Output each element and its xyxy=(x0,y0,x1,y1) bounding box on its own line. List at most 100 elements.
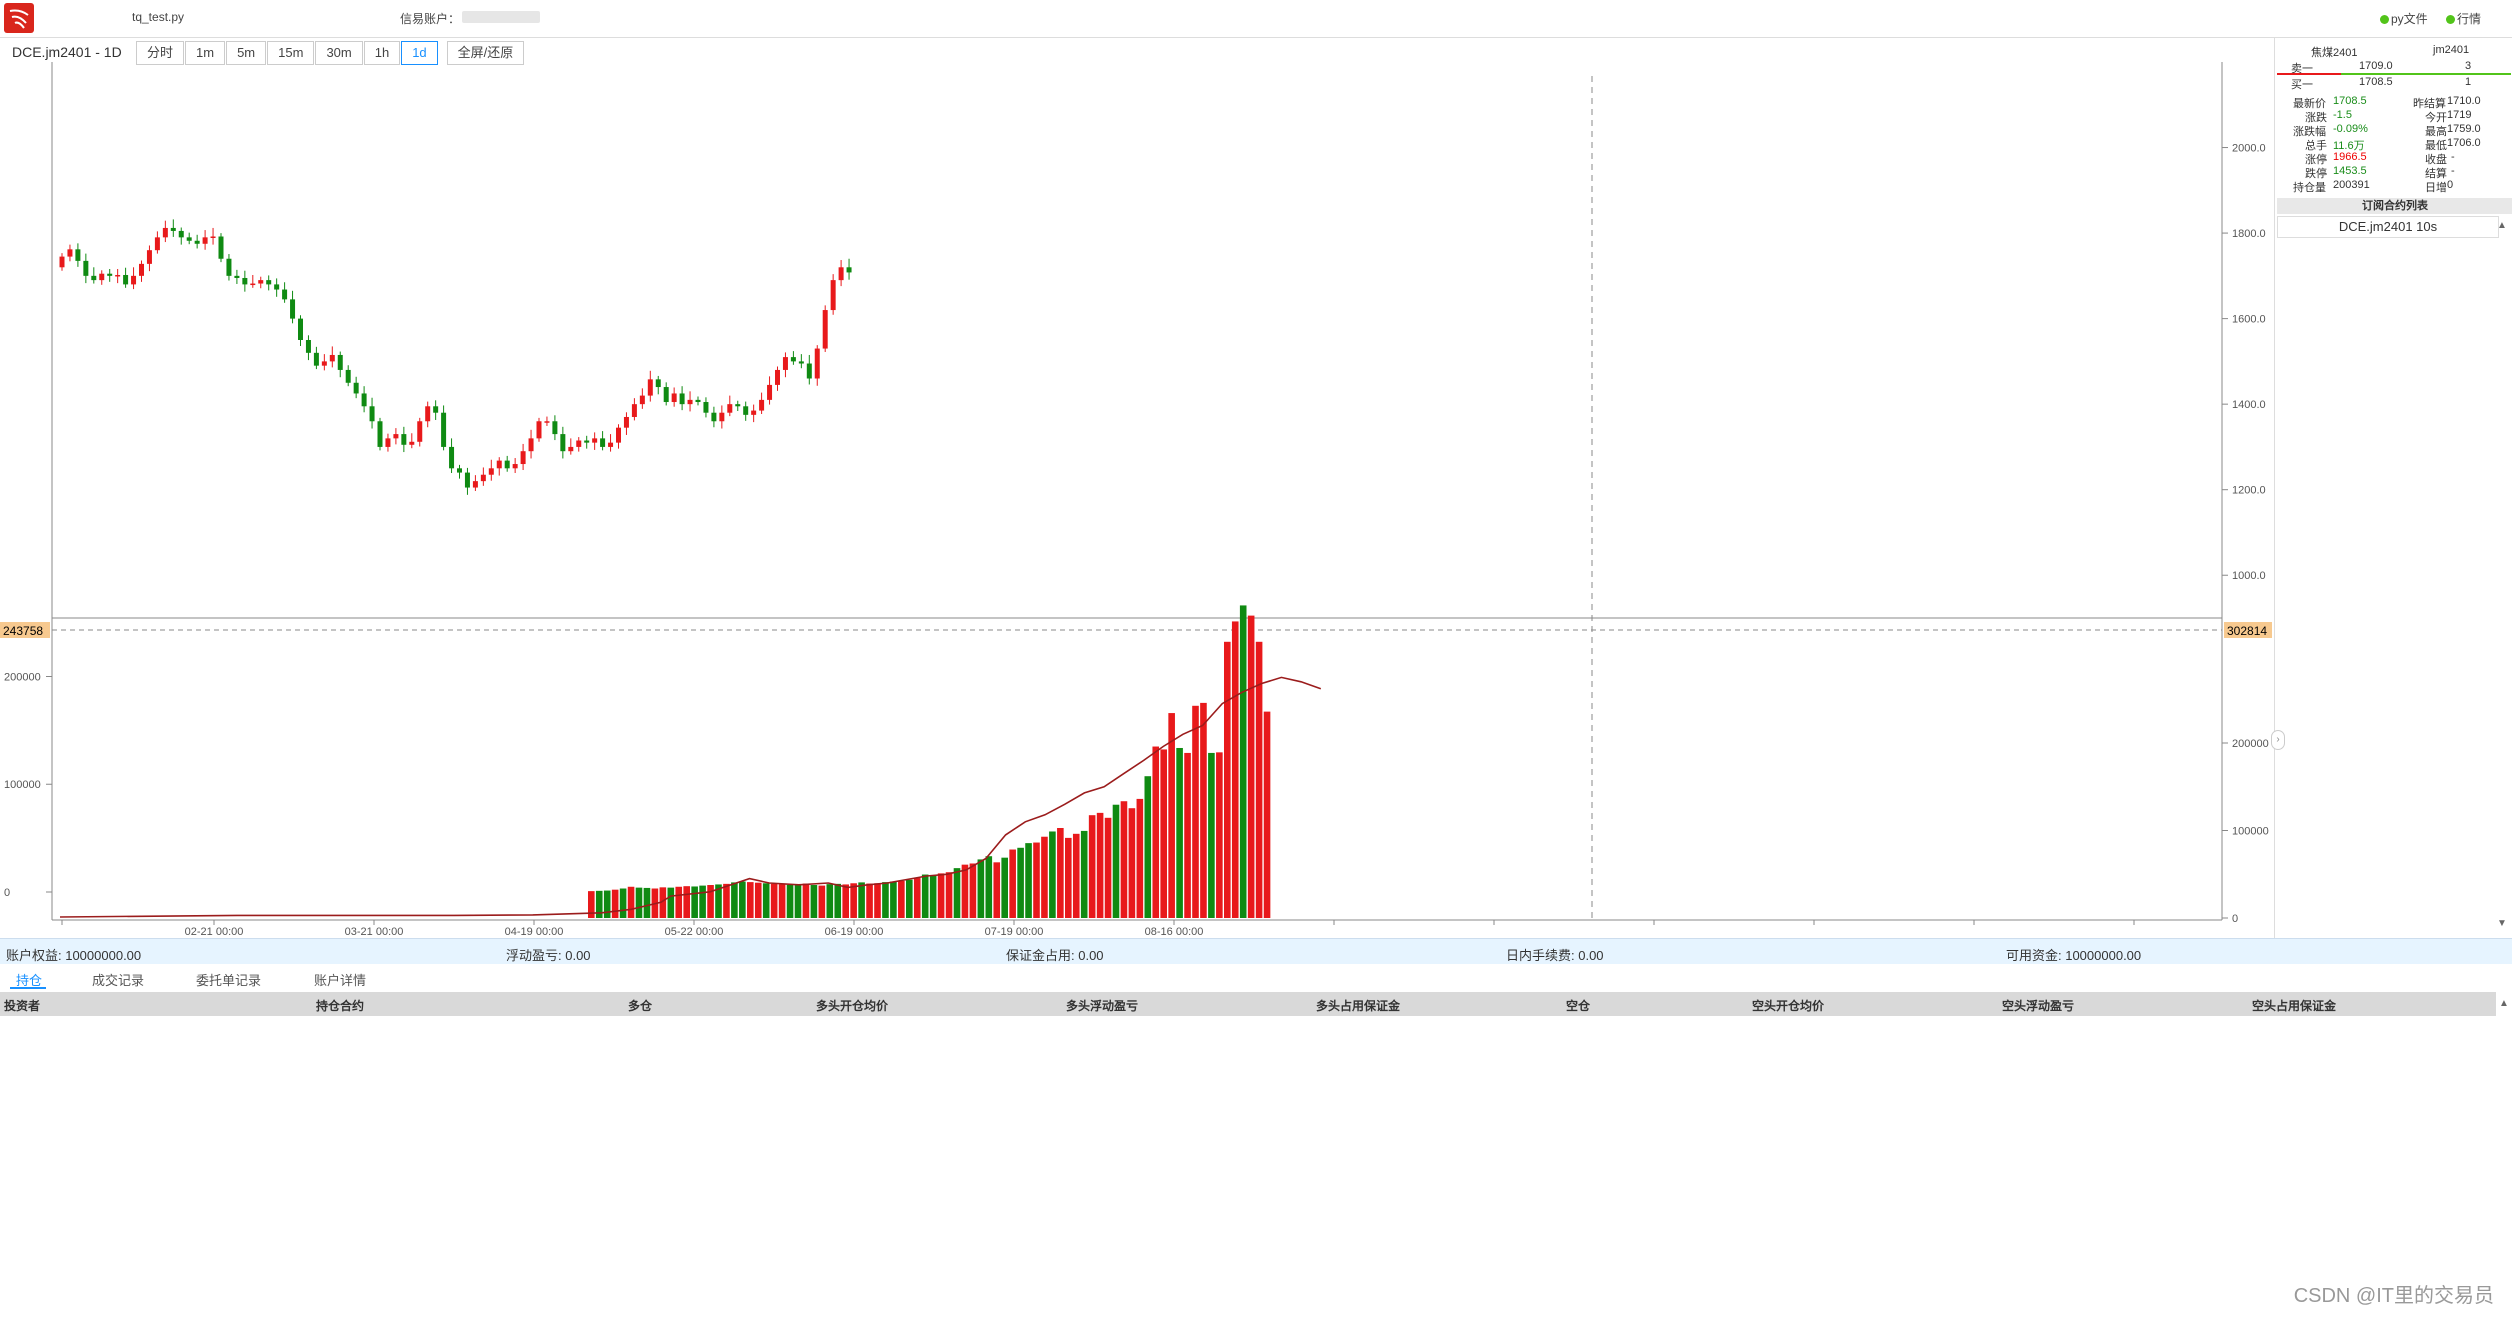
volume-bar xyxy=(588,891,595,918)
candle-body xyxy=(806,363,812,379)
col-short-pos: 空仓 xyxy=(1566,999,1591,1013)
candle-body xyxy=(441,412,447,447)
volume-bar xyxy=(1247,615,1255,918)
candle-body xyxy=(409,441,415,445)
volume-bar xyxy=(977,859,985,918)
low-value: 1706.0 xyxy=(2447,137,2481,149)
candle-body xyxy=(75,249,81,261)
volume-bar xyxy=(1096,812,1104,918)
status-quote-label: 行情 xyxy=(2457,12,2482,26)
volume-bar xyxy=(1192,705,1199,918)
ask-label: 卖一 xyxy=(2291,63,2313,75)
candle-body xyxy=(226,258,232,276)
ask-bar xyxy=(2277,73,2341,75)
lower-limit-value: 1453.5 xyxy=(2333,165,2367,177)
x-tick-label: 03-21 00:00 xyxy=(345,926,404,938)
period-button-tick[interactable]: 分时 xyxy=(136,41,185,65)
candle-body xyxy=(433,406,439,413)
top-bar: tq_test.py 信易账户： py文件 行情 xyxy=(0,0,2512,38)
candle-body xyxy=(194,240,200,244)
candle-body xyxy=(687,399,693,405)
candle-body xyxy=(274,284,280,290)
available-funds: 可用资金: 10000000.00 xyxy=(2006,948,2142,963)
col-long-pnl: 多头浮动盈亏 xyxy=(1066,999,1139,1013)
candle-body xyxy=(162,227,168,238)
chart-area[interactable]: 2000.0 1800.0 1600.0 1400.0 1200.0 1000.0 2437… xyxy=(0,38,2272,938)
bid-price: 1708.5 xyxy=(2359,76,2393,88)
volume-bar xyxy=(969,863,977,918)
symbol-period-label: DCE.jm2401 - 1D xyxy=(12,44,122,60)
volume-bar xyxy=(786,884,794,918)
candle-body xyxy=(361,393,367,407)
volume-bar xyxy=(810,885,818,918)
candle-body xyxy=(115,274,121,277)
kline-chart[interactable]: 2000.0 1800.0 1600.0 1400.0 1200.0 1000.0 2437… xyxy=(0,38,2272,938)
candle-body xyxy=(353,382,359,394)
period-button-1h[interactable]: 1h xyxy=(363,41,401,65)
scroll-up-icon[interactable]: ▲ xyxy=(2497,220,2507,231)
candle-body xyxy=(449,446,455,469)
volume-bar xyxy=(1017,847,1024,918)
scroll-down-icon[interactable]: ▼ xyxy=(2497,918,2507,929)
candle-body xyxy=(282,289,288,300)
candle-body xyxy=(536,421,542,439)
open-value: 1719 xyxy=(2447,109,2472,121)
candle-body xyxy=(329,354,335,362)
candle-body xyxy=(154,237,160,251)
tab-trades[interactable]: 成交记录 xyxy=(92,973,145,988)
candle-body xyxy=(67,249,73,257)
volume-bar xyxy=(937,873,945,918)
price-tick-label: 1000.0 xyxy=(2232,570,2266,582)
open-interest-line xyxy=(59,676,1322,918)
candle-body xyxy=(528,438,534,452)
period-button-15m[interactable]: 15m xyxy=(267,41,315,65)
candle-body xyxy=(504,460,510,469)
high-value: 1759.0 xyxy=(2447,123,2481,135)
volume-bar xyxy=(595,890,603,918)
volume-bar xyxy=(627,886,635,918)
settle-label: 结算 xyxy=(2425,168,2447,180)
candle-body xyxy=(735,404,741,407)
candle-body xyxy=(91,275,97,281)
volume-bar xyxy=(818,885,826,918)
tab-positions[interactable]: 持仓 xyxy=(16,973,43,988)
volume-bar xyxy=(794,884,802,918)
period-button-1m[interactable]: 1m xyxy=(185,41,226,65)
volume-bar xyxy=(1009,849,1016,918)
volume-bar xyxy=(1160,749,1167,918)
period-button-5m[interactable]: 5m xyxy=(226,41,267,65)
volume-bar xyxy=(1072,833,1080,918)
candle-body xyxy=(298,318,303,340)
volume-bar xyxy=(707,885,714,918)
candle-body xyxy=(266,280,272,285)
tab-orders[interactable]: 委托单记录 xyxy=(196,973,262,988)
volume-bar xyxy=(1152,746,1160,918)
subscription-list-item[interactable]: DCE.jm2401 10s xyxy=(2277,216,2499,238)
app-logo xyxy=(4,3,34,33)
candle-body xyxy=(83,260,89,276)
candle-body xyxy=(608,442,614,447)
tab-account-detail[interactable]: 账户详情 xyxy=(314,973,367,988)
candle-body xyxy=(234,275,240,278)
volume-tick-label: 200000 xyxy=(4,671,41,683)
volume-bar xyxy=(1184,752,1191,918)
candle-body xyxy=(552,421,558,435)
fullscreen-button[interactable]: 全屏/还原 xyxy=(446,41,525,65)
panel-collapse-icon[interactable]: › xyxy=(2271,730,2285,750)
candle-body xyxy=(846,267,852,273)
volume-bar xyxy=(985,856,993,918)
period-button-30m[interactable]: 30m xyxy=(315,41,363,65)
x-tick-label: 08-16 00:00 xyxy=(1145,926,1204,938)
volume-bar xyxy=(1128,808,1136,918)
upper-limit-label: 涨停 xyxy=(2305,154,2327,166)
candle-body xyxy=(170,227,176,231)
volume-bar xyxy=(1025,843,1032,918)
volume-bar xyxy=(675,886,683,918)
candle-body xyxy=(99,273,105,281)
candle-body xyxy=(600,438,606,447)
volume-bar xyxy=(1104,817,1112,918)
volume-bar xyxy=(826,884,834,918)
table-scroll-up-icon[interactable]: ▲ xyxy=(2499,998,2509,1009)
period-button-1d[interactable]: 1d xyxy=(401,41,438,65)
candle-body xyxy=(107,273,113,276)
